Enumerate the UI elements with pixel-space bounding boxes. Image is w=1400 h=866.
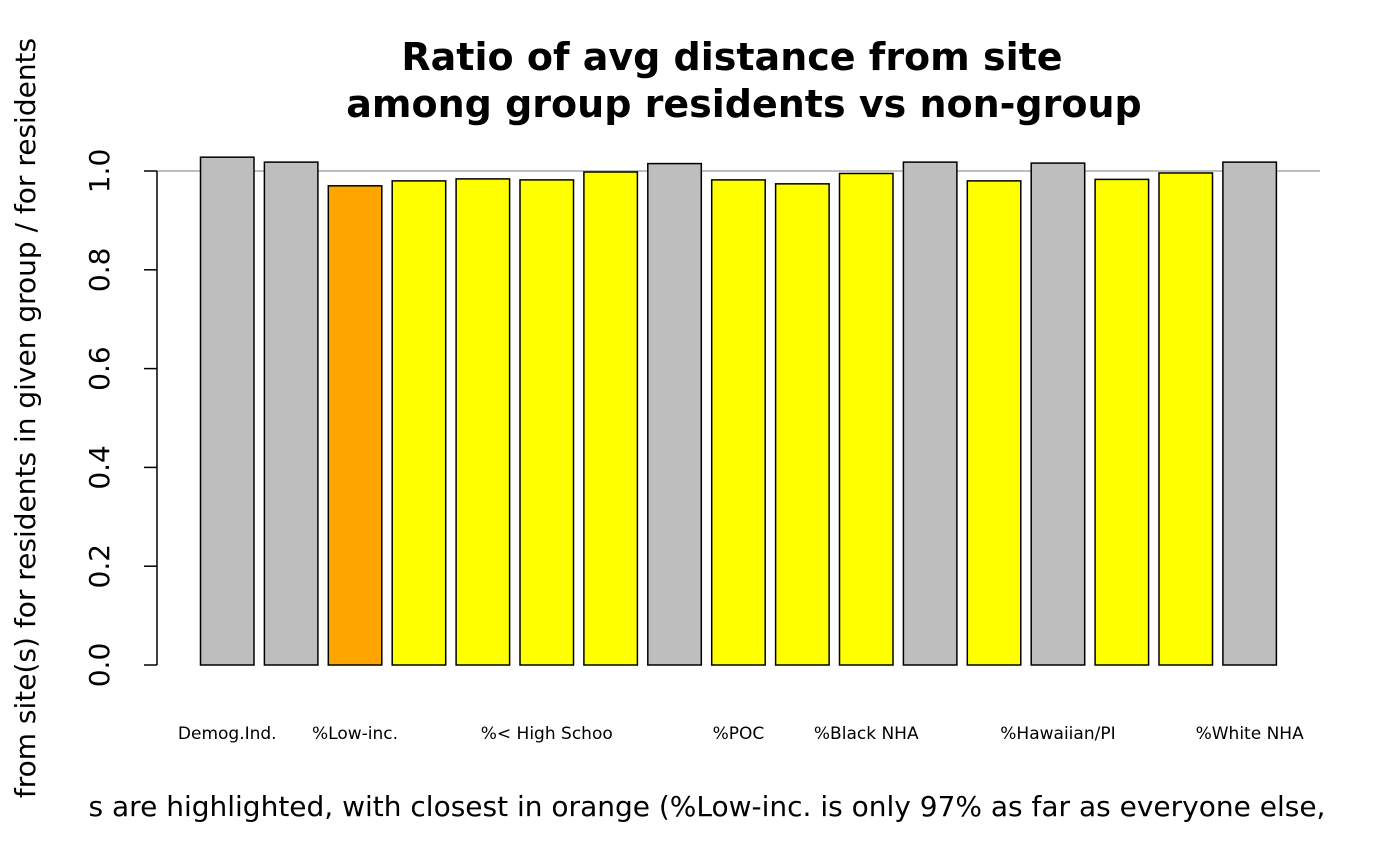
bar-13 [1030,162,1086,666]
bar-2 [327,185,383,666]
category-label: %< High Schoo [481,724,613,744]
y-tick-label: 0.4 [83,445,116,490]
category-label: %White NHA [1196,724,1304,744]
bar-10 [838,172,894,666]
bar-3 [391,180,447,666]
bar-5 [519,179,575,666]
bar-7 [647,162,703,666]
category-label: Demog.Ind. [178,724,277,744]
bar-16 [1222,161,1278,666]
y-tick-label: 0.8 [83,248,116,293]
category-label: %POC [713,724,765,744]
y-axis-label: from site(s) for residents in given grou… [9,38,42,798]
category-label: %Low-inc. [312,724,398,744]
chart-title-line-2: among group residents vs non-group [346,82,1141,126]
bar-1 [263,161,319,666]
y-tick-label: 0.6 [83,346,116,391]
y-tick-label: 0.0 [83,643,116,688]
bar-0 [199,156,255,666]
category-label: %Hawaiian/PI [1000,724,1115,744]
bar-15 [1158,172,1214,666]
bar-9 [774,183,830,666]
bar-11 [902,161,958,666]
bar-14 [1094,178,1150,666]
y-tick-label: 0.2 [83,544,116,589]
bar-8 [710,179,766,666]
category-label: %Black NHA [814,724,919,744]
bar-12 [966,180,1022,666]
y-tick-label: 1.0 [83,149,116,194]
chart-title-line-1: Ratio of avg distance from site [401,35,1062,79]
bar-4 [455,178,511,666]
bar-6 [583,171,639,666]
x-axis-label: s are highlighted, with closest in orang… [89,790,1326,823]
